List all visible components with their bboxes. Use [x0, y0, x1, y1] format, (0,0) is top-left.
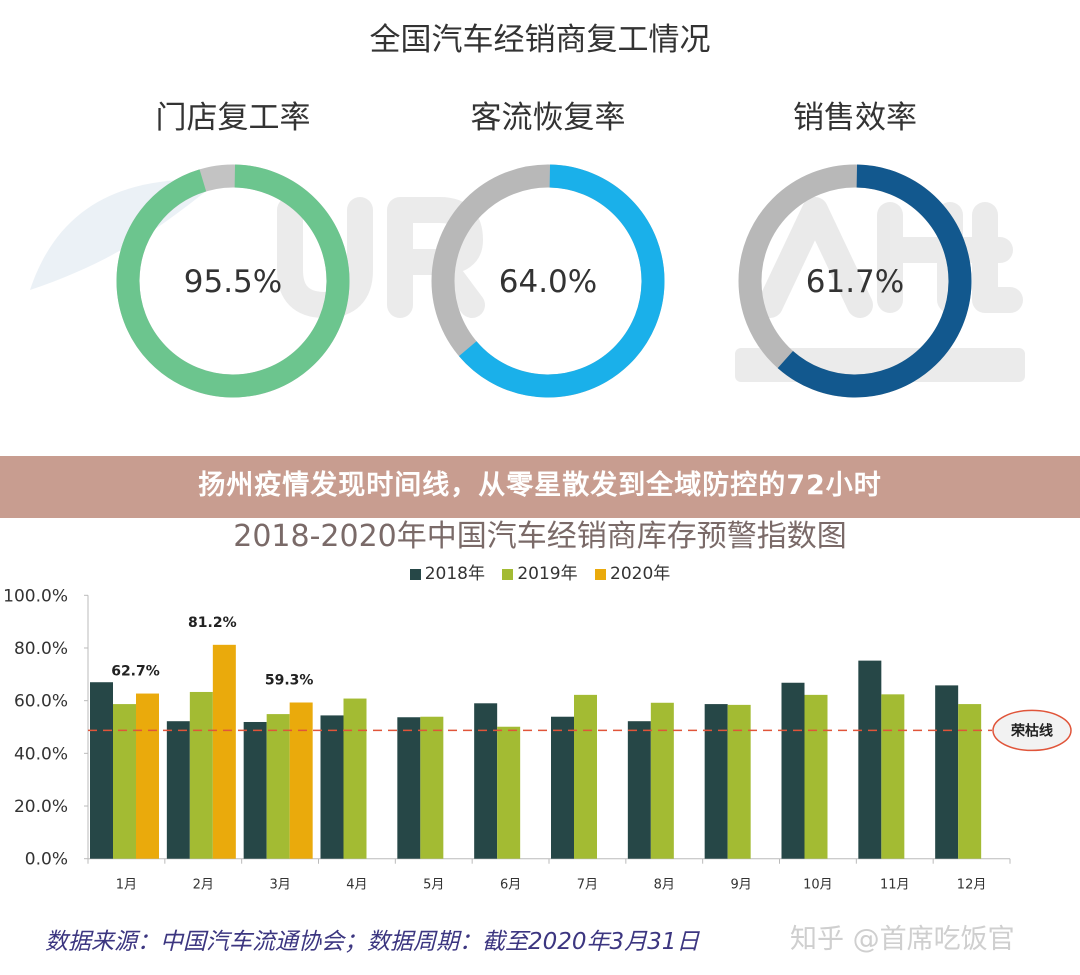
x-tick-label: 6月 — [500, 878, 521, 893]
y-tick-label: 20.0% — [14, 797, 68, 817]
bar-2018年-1月 — [90, 682, 113, 859]
bar-2019年-10月 — [804, 694, 828, 859]
y-tick-label: 40.0% — [14, 744, 68, 764]
bar-2018年-3月 — [243, 721, 267, 859]
reference-line-label: 荣枯线 — [1010, 722, 1053, 739]
bar-2019年-12月 — [958, 704, 982, 859]
donut-chart: 64.0% — [431, 164, 665, 398]
bar-2018年-6月 — [474, 703, 498, 859]
bar-2019年-9月 — [727, 704, 751, 859]
donut-value-label: 95.5% — [184, 264, 282, 300]
donut-value-arc — [431, 164, 665, 398]
donut-chart: 95.5% — [116, 164, 350, 398]
bar-2018年-7月 — [551, 716, 574, 859]
bar-2019年-1月 — [113, 704, 136, 859]
x-tick-label: 7月 — [577, 878, 598, 893]
x-tick-label: 9月 — [730, 878, 751, 893]
donut-chart: 61.7% — [738, 164, 972, 398]
donut-value-arc — [738, 164, 972, 398]
donut-title: 客流恢复率 — [470, 100, 626, 136]
bar-2018年-12月 — [935, 685, 959, 859]
y-tick-label: 0.0% — [25, 850, 68, 870]
bar-2018年-9月 — [704, 704, 728, 859]
legend-swatch — [502, 569, 514, 580]
x-tick-label: 8月 — [654, 878, 675, 893]
donut-value-label: 64.0% — [499, 264, 597, 300]
y-tick-label: 60.0% — [14, 692, 68, 712]
x-tick-label: 11月 — [880, 878, 910, 893]
bar-2018年-11月 — [858, 660, 882, 859]
legend-item-2020: 2020年 — [595, 563, 670, 585]
legend-item-2018: 2018年 — [409, 563, 485, 585]
reference-line-badge — [992, 709, 1072, 752]
data-label: 62.7% — [111, 664, 160, 680]
legend-swatch — [409, 569, 421, 580]
donut-title: 销售效率 — [793, 100, 917, 136]
bar-2019年-3月 — [266, 714, 290, 859]
bar-2019年-6月 — [497, 726, 521, 859]
chart-legend: 2018年 2019年 2020年 — [0, 563, 1080, 585]
bar-2019年-11月 — [881, 694, 905, 859]
donut-title: 门店复工率 — [155, 100, 311, 136]
bar-2019年-8月 — [650, 702, 674, 859]
bar-2018年-4月 — [320, 715, 344, 859]
y-tick-label: 100.0% — [3, 586, 68, 606]
bar-2019年-4月 — [343, 698, 367, 859]
bar-2020年-3月 — [289, 702, 313, 859]
x-tick-label: 10月 — [803, 878, 833, 893]
bar-2020年-1月 — [136, 693, 159, 859]
headline-text[interactable]: 扬州疫情发现时间线，从零星散发到全域防控的72小时 — [198, 470, 882, 501]
donut-value-arc — [116, 164, 350, 398]
bar-2019年-5月 — [420, 716, 444, 859]
x-tick-label: 5月 — [423, 878, 444, 893]
x-tick-label: 1月 — [116, 878, 137, 893]
data-label: 81.2% — [188, 615, 237, 631]
x-tick-label: 12月 — [957, 878, 987, 893]
data-label: 59.3% — [265, 673, 314, 689]
legend-label: 2018年 — [424, 564, 485, 584]
chart-title: 2018-2020年中国汽车经销商库存预警指数图 — [233, 519, 847, 554]
y-tick-label: 80.0% — [14, 639, 68, 659]
credit-watermark: 知乎 @首席吃饭官 — [790, 924, 1015, 955]
bar-2019年-7月 — [574, 694, 597, 859]
bar-2019年-2月 — [189, 691, 213, 859]
headline-banner — [0, 456, 1080, 518]
legend-label: 2020年 — [610, 564, 671, 584]
bar-2018年-10月 — [781, 682, 805, 859]
donut-value-label: 61.7% — [806, 264, 904, 300]
x-tick-label: 2月 — [193, 878, 214, 893]
bar-2018年-2月 — [166, 721, 190, 859]
legend-label: 2019年 — [517, 564, 578, 584]
legend-item-2019: 2019年 — [502, 563, 578, 585]
bar-2018年-8月 — [627, 721, 651, 859]
bar-2018年-5月 — [397, 717, 421, 859]
x-tick-label: 3月 — [269, 878, 290, 893]
bar-2020年-2月 — [212, 644, 236, 859]
legend-swatch — [595, 569, 607, 580]
x-tick-label: 4月 — [346, 878, 367, 893]
data-source: 数据来源：中国汽车流通协会；数据周期：截至2020年3月31日 — [45, 929, 700, 955]
main-title: 全国汽车经销商复工情况 — [369, 22, 711, 58]
